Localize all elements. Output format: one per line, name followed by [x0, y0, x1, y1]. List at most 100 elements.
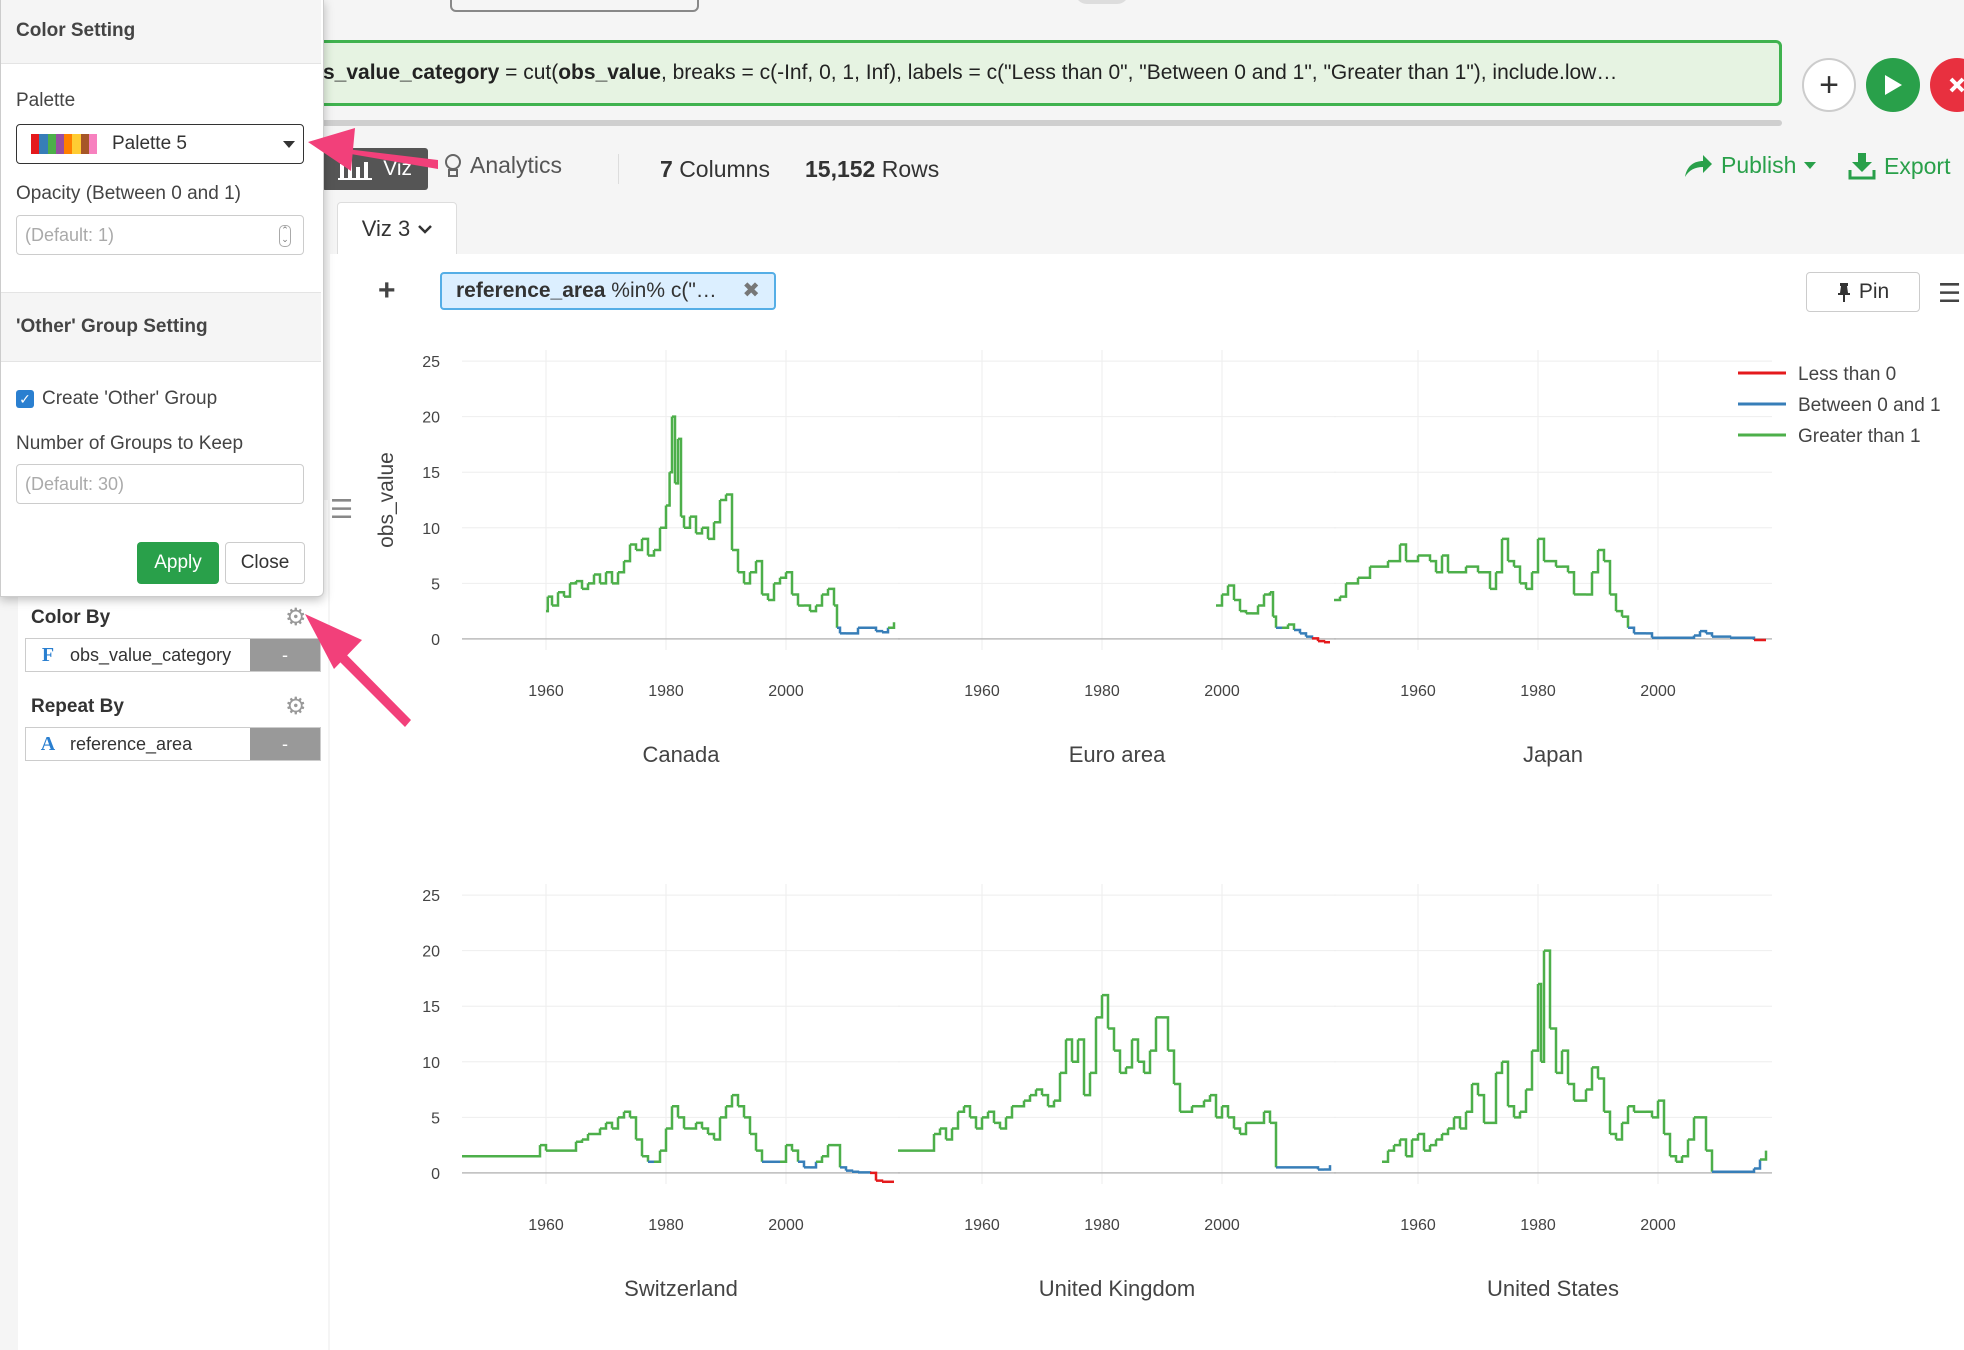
series-segment [934, 1128, 942, 1136]
x-tick-label: 2000 [1204, 683, 1240, 700]
x-tick-label: 1960 [1400, 1217, 1436, 1234]
command-segment: obs_value [558, 61, 661, 84]
export-button[interactable]: Export [1848, 152, 1950, 180]
series-segment [1138, 1060, 1146, 1073]
command-editor[interactable]: s_value_category = cut(obs_value, breaks… [310, 40, 1782, 106]
cancel-button[interactable] [1930, 58, 1964, 112]
series-segment [834, 1143, 842, 1168]
series-segment [594, 1128, 602, 1136]
filter-chip[interactable]: reference_area %in% c("… ✖ [440, 272, 776, 310]
remove-filter-icon[interactable]: ✖ [742, 279, 760, 302]
series-segment [852, 1170, 860, 1174]
pin-icon [1837, 283, 1850, 302]
series-segment [1126, 1039, 1134, 1069]
series-segment [1502, 1060, 1510, 1107]
color-by-field[interactable]: F obs_value_category - [25, 638, 321, 672]
series-segment [928, 1134, 936, 1152]
series-segment [1264, 1110, 1272, 1123]
caret-down-icon [1804, 161, 1817, 169]
series-segment [1306, 635, 1314, 639]
create-other-checkbox[interactable]: ✓ [16, 390, 34, 408]
series-segment [1228, 1116, 1236, 1129]
series-segment [858, 626, 878, 632]
download-icon [1848, 153, 1876, 180]
series-segment [669, 416, 674, 474]
palette-select[interactable]: Palette 5 [16, 124, 304, 164]
series-segment [834, 604, 839, 628]
repeat-by-field[interactable]: A reference_area - [25, 727, 321, 761]
series-segment [624, 544, 632, 563]
x-tick-label: 1980 [1084, 1217, 1120, 1234]
series-segment [1084, 1072, 1092, 1097]
x-tick-label: 1960 [528, 1217, 564, 1234]
opacity-input[interactable]: (Default: 1) ⌃ ⌄ [16, 215, 304, 255]
series-segment [1664, 635, 1696, 640]
series-segment [964, 1104, 972, 1118]
series-segment [982, 1111, 990, 1119]
series-segment [600, 572, 608, 585]
series-segment [1430, 1139, 1438, 1147]
rows-count: 15,152 Rows [805, 156, 940, 182]
publish-button[interactable]: Publish [1683, 152, 1817, 179]
series-segment [1168, 1049, 1176, 1084]
run-button[interactable] [1866, 58, 1920, 112]
series-segment [1424, 1145, 1432, 1152]
repeat-by-field-name: reference_area [70, 733, 193, 754]
series-segment [1682, 1139, 1690, 1158]
stepper-icon[interactable]: ⌃ ⌄ [279, 225, 291, 247]
series-segment [564, 583, 572, 598]
groups-to-keep-input[interactable]: (Default: 30) [16, 464, 304, 504]
series-segment [654, 527, 662, 552]
series-segment [792, 1149, 800, 1162]
analytics-button[interactable]: Analytics [444, 152, 562, 179]
series-segment [1406, 1139, 1414, 1158]
groups-to-keep-label: Number of Groups to Keep [16, 433, 244, 454]
series-segment [1334, 596, 1342, 602]
color-by-gear-icon[interactable]: ⚙ [285, 604, 307, 631]
toggle-cutoff [1075, 0, 1129, 4]
series-segment [1294, 628, 1302, 634]
series-segment [1562, 1049, 1570, 1084]
series-segment [1460, 1111, 1468, 1130]
remove-color-by-button[interactable]: - [250, 639, 320, 671]
viz-tab-button[interactable]: Viz [322, 148, 428, 190]
series-segment [1538, 537, 1546, 562]
series-segment [1688, 1117, 1696, 1141]
facet-title: Japan [1523, 742, 1583, 767]
x-tick-label: 2000 [768, 1217, 804, 1234]
series-segment [780, 572, 788, 580]
add-step-button[interactable]: + [1802, 58, 1856, 112]
command-scrollbar[interactable] [320, 120, 1782, 126]
remove-repeat-by-button[interactable]: - [250, 728, 320, 760]
chart-menu-icon[interactable]: ☰ [1938, 278, 1962, 308]
y-tick-label: 0 [431, 1166, 440, 1183]
tab-viz-3[interactable]: Viz 3 [337, 202, 457, 254]
series-segment [1282, 624, 1290, 630]
color-setting-popup: Color Setting Palette Palette 5 Opacity … [0, 0, 324, 597]
pin-button[interactable]: Pin [1806, 272, 1920, 312]
series-segment [648, 550, 656, 557]
add-filter-button[interactable]: + [378, 274, 396, 307]
series-segment [1490, 1072, 1498, 1125]
series-segment [570, 1141, 578, 1152]
x-tick-label: 1960 [964, 1217, 1000, 1234]
series-segment [675, 438, 680, 485]
series-segment [840, 1166, 848, 1171]
create-other-label: Create 'Other' Group [42, 388, 218, 409]
panel-menu-icon[interactable]: ☰ [330, 494, 354, 524]
series-segment [1748, 1168, 1756, 1174]
series-segment [888, 622, 896, 630]
apply-button[interactable]: Apply [137, 542, 219, 584]
series-segment [732, 1093, 740, 1107]
series-segment [756, 559, 764, 595]
series-segment [1586, 1067, 1594, 1091]
close-button[interactable]: Close [225, 542, 305, 584]
series-segment [750, 1132, 758, 1151]
series-segment [1616, 609, 1624, 617]
facet-chart: 0 5 10 15 20 25 1960 1980 2000 Canada 1960 1980 2000… [375, 350, 1941, 1301]
series-segment [1592, 1066, 1600, 1079]
series-segment [708, 1132, 716, 1140]
series-segment [552, 592, 560, 607]
repeat-by-gear-icon[interactable]: ⚙ [285, 693, 307, 720]
palette-swatch [31, 134, 97, 154]
